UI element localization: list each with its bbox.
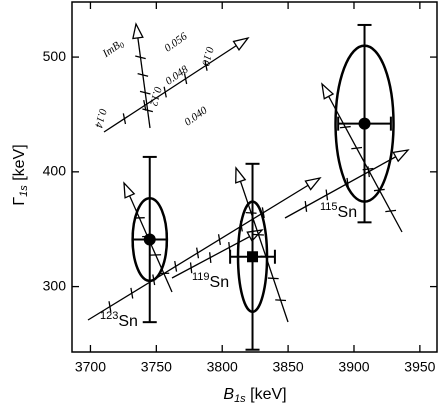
rotated-label: 0.14 (92, 107, 109, 129)
guide-arrow (304, 176, 322, 191)
x-tick-label: 3950 (404, 359, 435, 375)
isotope-label: 115Sn (320, 201, 357, 221)
isotope-mass: 119 (192, 271, 210, 283)
guide-arrow (321, 82, 335, 100)
inset-title: ImB0 (99, 37, 126, 61)
guide-arrow (132, 22, 144, 40)
y-label-sub: 1s (18, 185, 30, 197)
guide-tick (304, 201, 308, 212)
rotated-label: 0.12 (147, 85, 164, 107)
guide-arrow (232, 36, 250, 51)
guide-tick (108, 301, 112, 313)
guide-tick (204, 60, 208, 71)
y-tick-label: 400 (43, 163, 67, 179)
guide-tick (267, 277, 279, 280)
guide-tick (253, 233, 264, 236)
guide-arrow (392, 149, 410, 163)
y-tick-label: 300 (43, 277, 67, 293)
x-tick-label: 3800 (207, 359, 238, 375)
data-point (358, 117, 371, 130)
guide-tick (209, 252, 212, 264)
contour-label: 0.040 (182, 104, 210, 128)
x-label-sub: 1s (234, 393, 246, 405)
y-label-symbol: Γ (11, 197, 28, 206)
x-tick-label: 3900 (338, 359, 369, 375)
guide-tick (139, 90, 151, 95)
guide-tick (122, 113, 127, 125)
guide-tick (135, 55, 146, 60)
guide-tick (130, 287, 134, 299)
guide-arrow (123, 181, 136, 199)
data-point (143, 233, 156, 246)
isotope-element: Sn (210, 274, 230, 291)
guide-tick (174, 260, 178, 272)
guide-segment (103, 37, 249, 133)
guide-tick (196, 247, 200, 259)
guide-line (132, 22, 154, 129)
guide-tick (137, 73, 149, 77)
guide-tick (217, 234, 222, 245)
guide-tick (189, 262, 193, 274)
inset-sub: 0 (118, 40, 126, 50)
x-label-unit: [keV] (246, 386, 287, 403)
guide-tick (183, 73, 188, 85)
isotope-element: Sn (118, 313, 138, 330)
guide-tick (142, 108, 154, 113)
isotope-label: 119Sn (192, 271, 229, 291)
y-axis-label: Γ1s [keV] (11, 144, 30, 205)
guide-line (103, 36, 250, 133)
isotope-mass: 115 (320, 201, 338, 213)
guide-segment (171, 229, 263, 279)
isotope-element: Sn (338, 204, 358, 221)
x-tick-label: 3700 (75, 359, 106, 375)
guide-tick (385, 209, 397, 213)
guide-tick (143, 99, 147, 111)
guide-tick (325, 189, 329, 201)
guide-arrow (235, 166, 247, 184)
x-tick-label: 3750 (141, 359, 172, 375)
guide-line (87, 176, 322, 321)
guide-tick (351, 146, 363, 150)
guide-segment (87, 177, 321, 321)
isotope-mass: 123 (100, 310, 118, 322)
y-tick-label: 500 (43, 48, 67, 64)
isotope-label: 123Sn (100, 310, 138, 330)
contour-label: 0.056 (162, 30, 190, 54)
guide-tick (261, 207, 265, 219)
x-axis-label: B1s [keV] (223, 386, 286, 405)
guide-tick (163, 86, 167, 98)
x-label-symbol: B (223, 386, 234, 403)
guide-tick (245, 211, 257, 214)
x-tick-label: 3850 (273, 359, 304, 375)
y-label-unit: [keV] (11, 144, 28, 185)
data-point (247, 251, 259, 263)
plot-frame (71, 1, 438, 353)
guide-line (235, 166, 289, 323)
guide-tick (275, 299, 287, 302)
guide-tick (339, 125, 351, 129)
guide-segment (235, 167, 289, 323)
